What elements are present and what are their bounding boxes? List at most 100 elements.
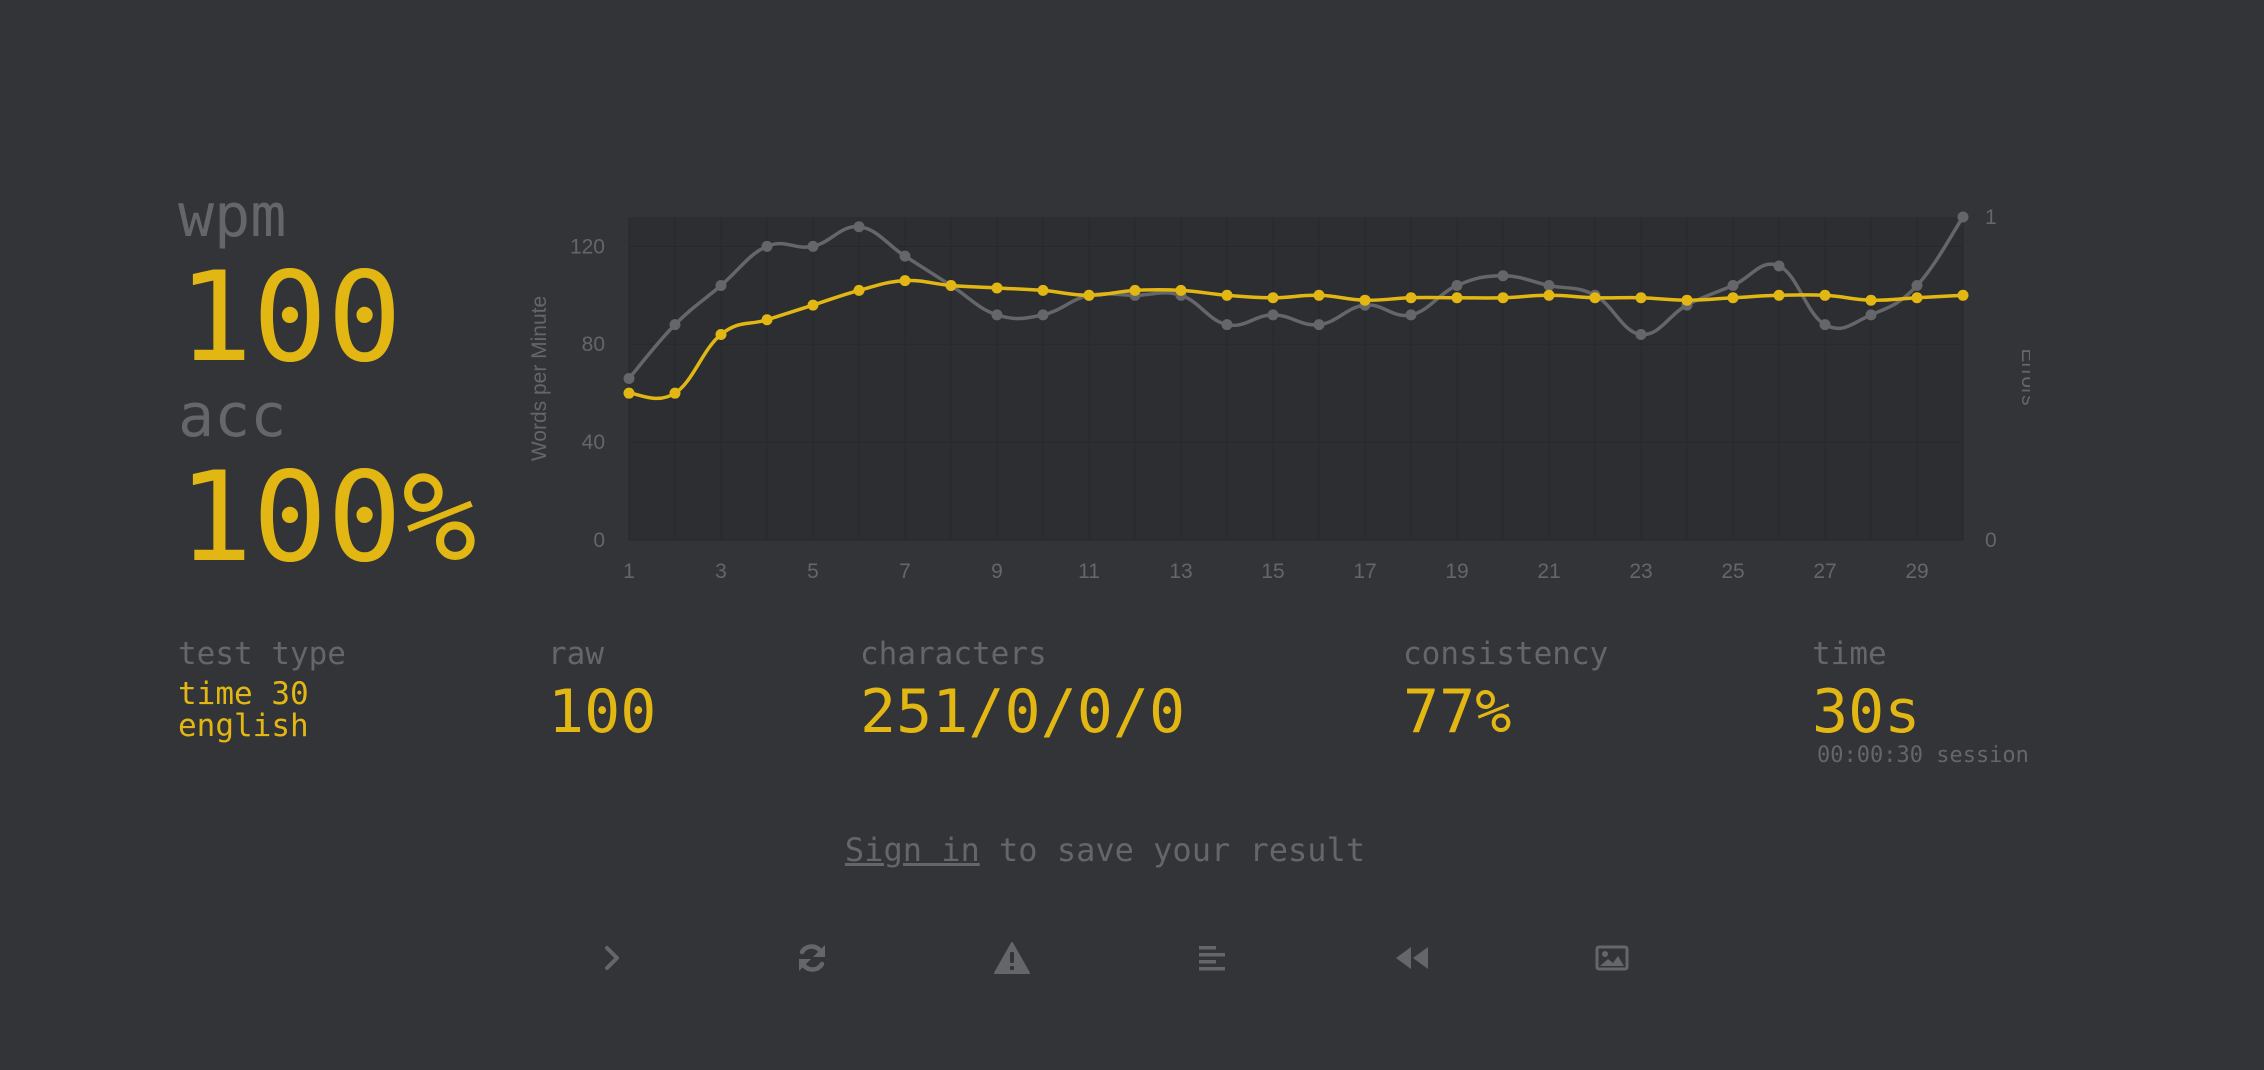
next-test-button[interactable]: [587, 936, 637, 980]
raw-point: [669, 319, 681, 331]
raw-point: [1267, 309, 1279, 321]
raw-point: [1221, 319, 1233, 331]
raw-point: [761, 240, 773, 252]
raw-point: [1727, 280, 1739, 292]
raw-point: [1405, 309, 1417, 321]
y-tick-label: 40: [582, 431, 605, 454]
time-value: 30s: [1812, 677, 1921, 747]
y-tick-label: 120: [570, 235, 605, 258]
consistency-label: consistency: [1403, 636, 1609, 672]
restart-test-button[interactable]: [787, 936, 837, 980]
raw-point: [899, 250, 911, 262]
warning-icon: [994, 942, 1030, 974]
wpm-point: [1451, 292, 1463, 304]
y-tick-label: 80: [582, 333, 605, 356]
replay-button[interactable]: [1387, 936, 1437, 980]
acc-label: acc: [178, 381, 287, 451]
raw-point: [1911, 280, 1923, 292]
characters-value: 251/0/0/0: [860, 677, 1186, 747]
refresh-icon: [799, 944, 825, 972]
raw-point: [1957, 211, 1969, 223]
y2-axis-title: Errors: [2017, 348, 2030, 405]
wpm-point: [1175, 284, 1187, 296]
characters-label: characters: [860, 636, 1047, 672]
x-tick-label: 23: [1629, 560, 1652, 583]
x-tick-label: 13: [1169, 560, 1192, 583]
screenshot-button[interactable]: [1587, 936, 1637, 980]
y-axis-title: Words per Minute: [528, 296, 551, 461]
wpm-point: [1497, 292, 1509, 304]
wpm-point: [899, 275, 911, 287]
raw-point: [1865, 309, 1877, 321]
x-tick-label: 25: [1721, 560, 1744, 583]
signin-message: to save your result: [979, 831, 1366, 869]
wpm-point: [1865, 294, 1877, 306]
wpm-point: [1037, 284, 1049, 296]
raw-point: [1037, 309, 1049, 321]
image-icon: [1595, 945, 1629, 971]
consistency-value: 77%: [1403, 677, 1512, 747]
raw-point: [991, 309, 1003, 321]
wpm-point: [1727, 292, 1739, 304]
wpm-point: [807, 299, 819, 311]
raw-label: raw: [548, 636, 604, 672]
wpm-point: [669, 387, 681, 399]
raw-point: [1819, 319, 1831, 331]
time-label: time: [1812, 636, 1887, 672]
raw-point: [1497, 270, 1509, 282]
raw-point: [1635, 328, 1647, 340]
wpm-point: [1773, 289, 1785, 301]
wpm-point: [991, 282, 1003, 294]
x-tick-label: 1: [623, 560, 635, 583]
x-tick-label: 17: [1353, 560, 1376, 583]
wpm-point: [1681, 294, 1693, 306]
test-type-mode: time 30: [178, 676, 309, 712]
x-tick-label: 19: [1445, 560, 1468, 583]
wpm-point: [1313, 289, 1325, 301]
wpm-point: [761, 314, 773, 326]
words-history-button[interactable]: [1187, 936, 1237, 980]
wpm-point: [1589, 292, 1601, 304]
wpm-point: [1819, 289, 1831, 301]
test-type-label: test type: [178, 636, 346, 672]
raw-point: [1543, 280, 1555, 292]
wpm-point: [1221, 289, 1233, 301]
wpm-point: [1957, 289, 1969, 301]
x-tick-label: 7: [899, 560, 911, 583]
wpm-point: [1405, 292, 1417, 304]
raw-value: 100: [548, 677, 657, 747]
x-tick-label: 15: [1261, 560, 1284, 583]
signin-prompt: Sign in to save your result: [0, 834, 2210, 866]
x-tick-label: 29: [1905, 560, 1928, 583]
raw-point: [853, 221, 865, 233]
chevron-right-icon: [605, 946, 619, 970]
x-tick-label: 11: [1078, 560, 1100, 583]
raw-point: [623, 373, 635, 384]
align-left-icon: [1199, 946, 1225, 971]
raw-point: [807, 240, 819, 252]
x-tick-label: 27: [1813, 560, 1836, 583]
x-tick-label: 3: [715, 560, 727, 583]
raw-point: [715, 280, 727, 292]
raw-point: [1773, 260, 1785, 272]
raw-point: [1313, 319, 1325, 331]
wpm-value: 100: [178, 246, 402, 390]
wpm-point: [1359, 294, 1371, 306]
wpm-point: [1129, 284, 1141, 296]
wpm-point: [715, 328, 727, 340]
wpm-label: wpm: [178, 181, 287, 251]
wpm-point: [1267, 292, 1279, 304]
sign-in-link[interactable]: Sign in: [844, 831, 980, 869]
x-tick-label: 9: [991, 560, 1003, 583]
session-time: 00:00:30 session: [1817, 743, 2029, 768]
x-tick-label: 5: [807, 560, 819, 583]
y2-tick-label: 1: [1985, 206, 1997, 229]
test-type-language: english: [178, 708, 309, 744]
wpm-point: [1083, 289, 1095, 301]
acc-value: 100%: [178, 446, 477, 590]
y2-tick-label: 0: [1985, 529, 1997, 552]
backward-icon: [1396, 947, 1428, 969]
report-button[interactable]: [987, 936, 1037, 980]
wpm-point: [1911, 292, 1923, 304]
